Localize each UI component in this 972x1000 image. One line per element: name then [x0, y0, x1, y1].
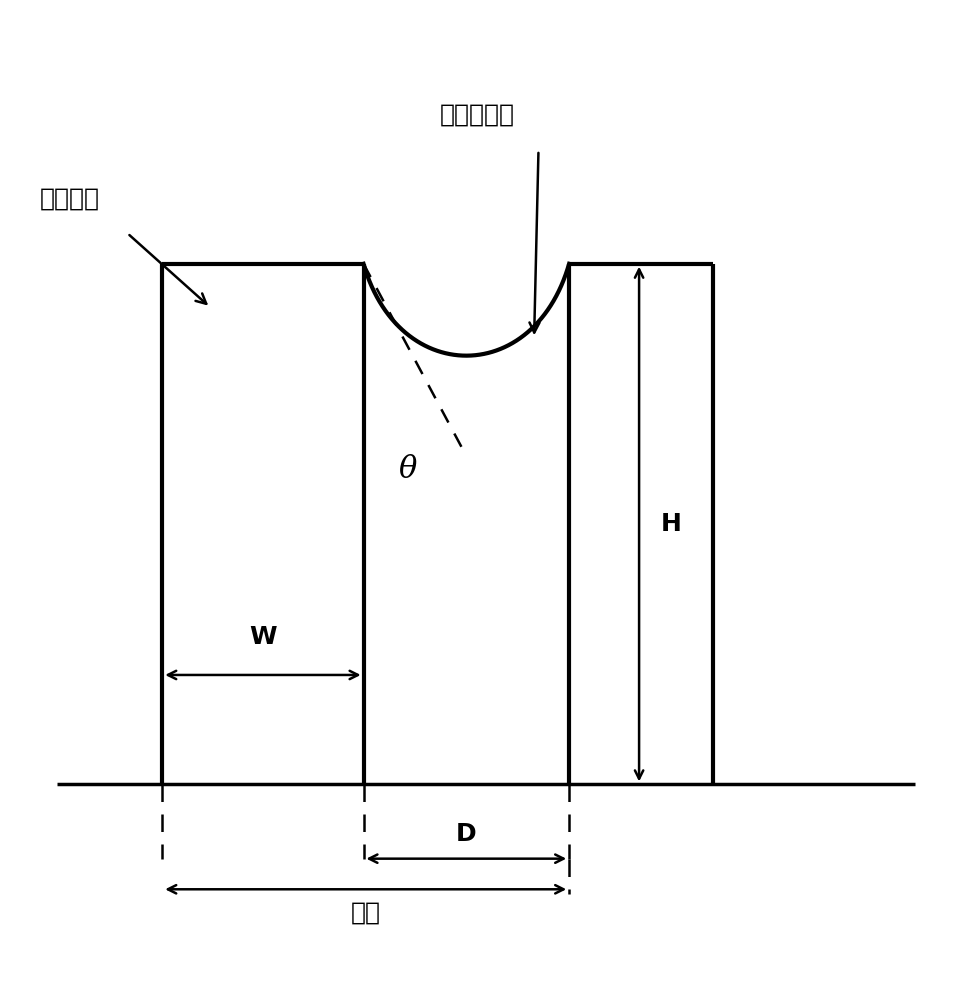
Text: 间距: 间距 — [351, 900, 381, 924]
Text: D: D — [456, 822, 476, 846]
Text: θ: θ — [399, 454, 416, 485]
Text: 冲洗组合物: 冲洗组合物 — [439, 103, 515, 127]
Text: H: H — [661, 512, 681, 536]
Text: W: W — [249, 625, 277, 649]
Text: 抗蚀剂壁: 抗蚀剂壁 — [40, 186, 100, 210]
